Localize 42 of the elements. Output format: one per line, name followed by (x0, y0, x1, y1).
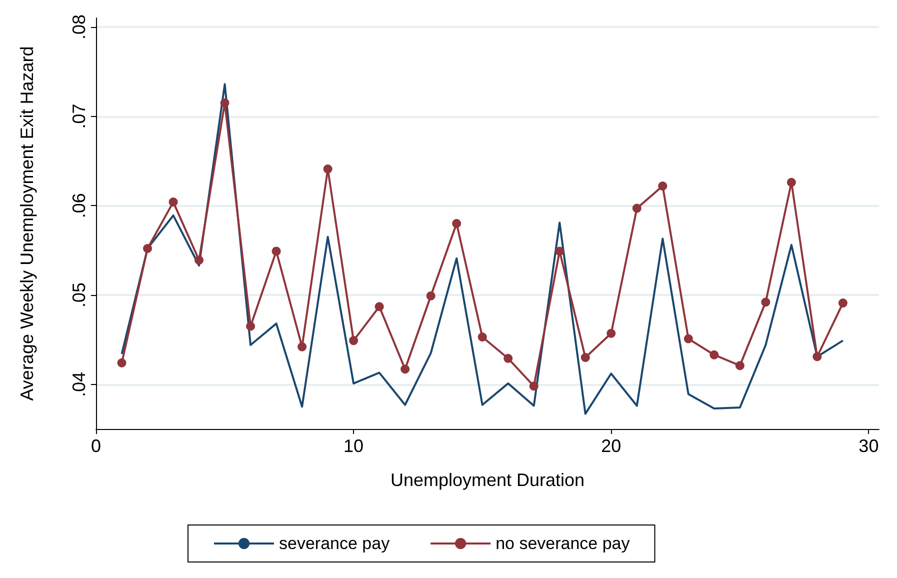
point (478, 332, 487, 342)
point (710, 350, 719, 360)
point (838, 298, 848, 308)
point (117, 358, 126, 368)
point (761, 298, 770, 307)
x-tick-label: 0 (90, 436, 102, 456)
point (658, 181, 668, 190)
x-tick-label: 30 (858, 436, 879, 456)
y-tick-label: .08 (69, 14, 89, 40)
y-axis-title: Average Weekly Unemployment Exit Hazard (17, 46, 37, 401)
point (323, 164, 332, 174)
x-tick-label: 20 (601, 436, 622, 456)
point (246, 322, 256, 331)
point (735, 361, 744, 370)
point (632, 204, 642, 213)
point (555, 246, 564, 256)
point (272, 246, 281, 256)
y-tick-label: .07 (69, 104, 89, 129)
point (220, 98, 230, 108)
point (298, 342, 307, 352)
x-axis-title: Unemployment Duration (390, 470, 585, 490)
point (812, 352, 822, 362)
point (529, 382, 538, 391)
point (400, 364, 410, 374)
point (606, 328, 616, 338)
y-tick-label: .05 (69, 282, 89, 308)
x-tick-label: 10 (344, 436, 364, 456)
point (349, 336, 358, 346)
point (684, 334, 693, 344)
point (168, 198, 178, 207)
point (452, 219, 462, 228)
point (374, 302, 384, 312)
y-tick-label: .06 (69, 193, 89, 218)
point (786, 178, 796, 187)
point (194, 256, 204, 265)
point (504, 354, 513, 363)
y-tick-label: .04 (69, 372, 89, 397)
legend-label: severance pay (279, 534, 390, 553)
point (426, 291, 436, 300)
point (580, 353, 590, 362)
point (143, 244, 152, 254)
legend-label: no severance pay (496, 534, 630, 553)
